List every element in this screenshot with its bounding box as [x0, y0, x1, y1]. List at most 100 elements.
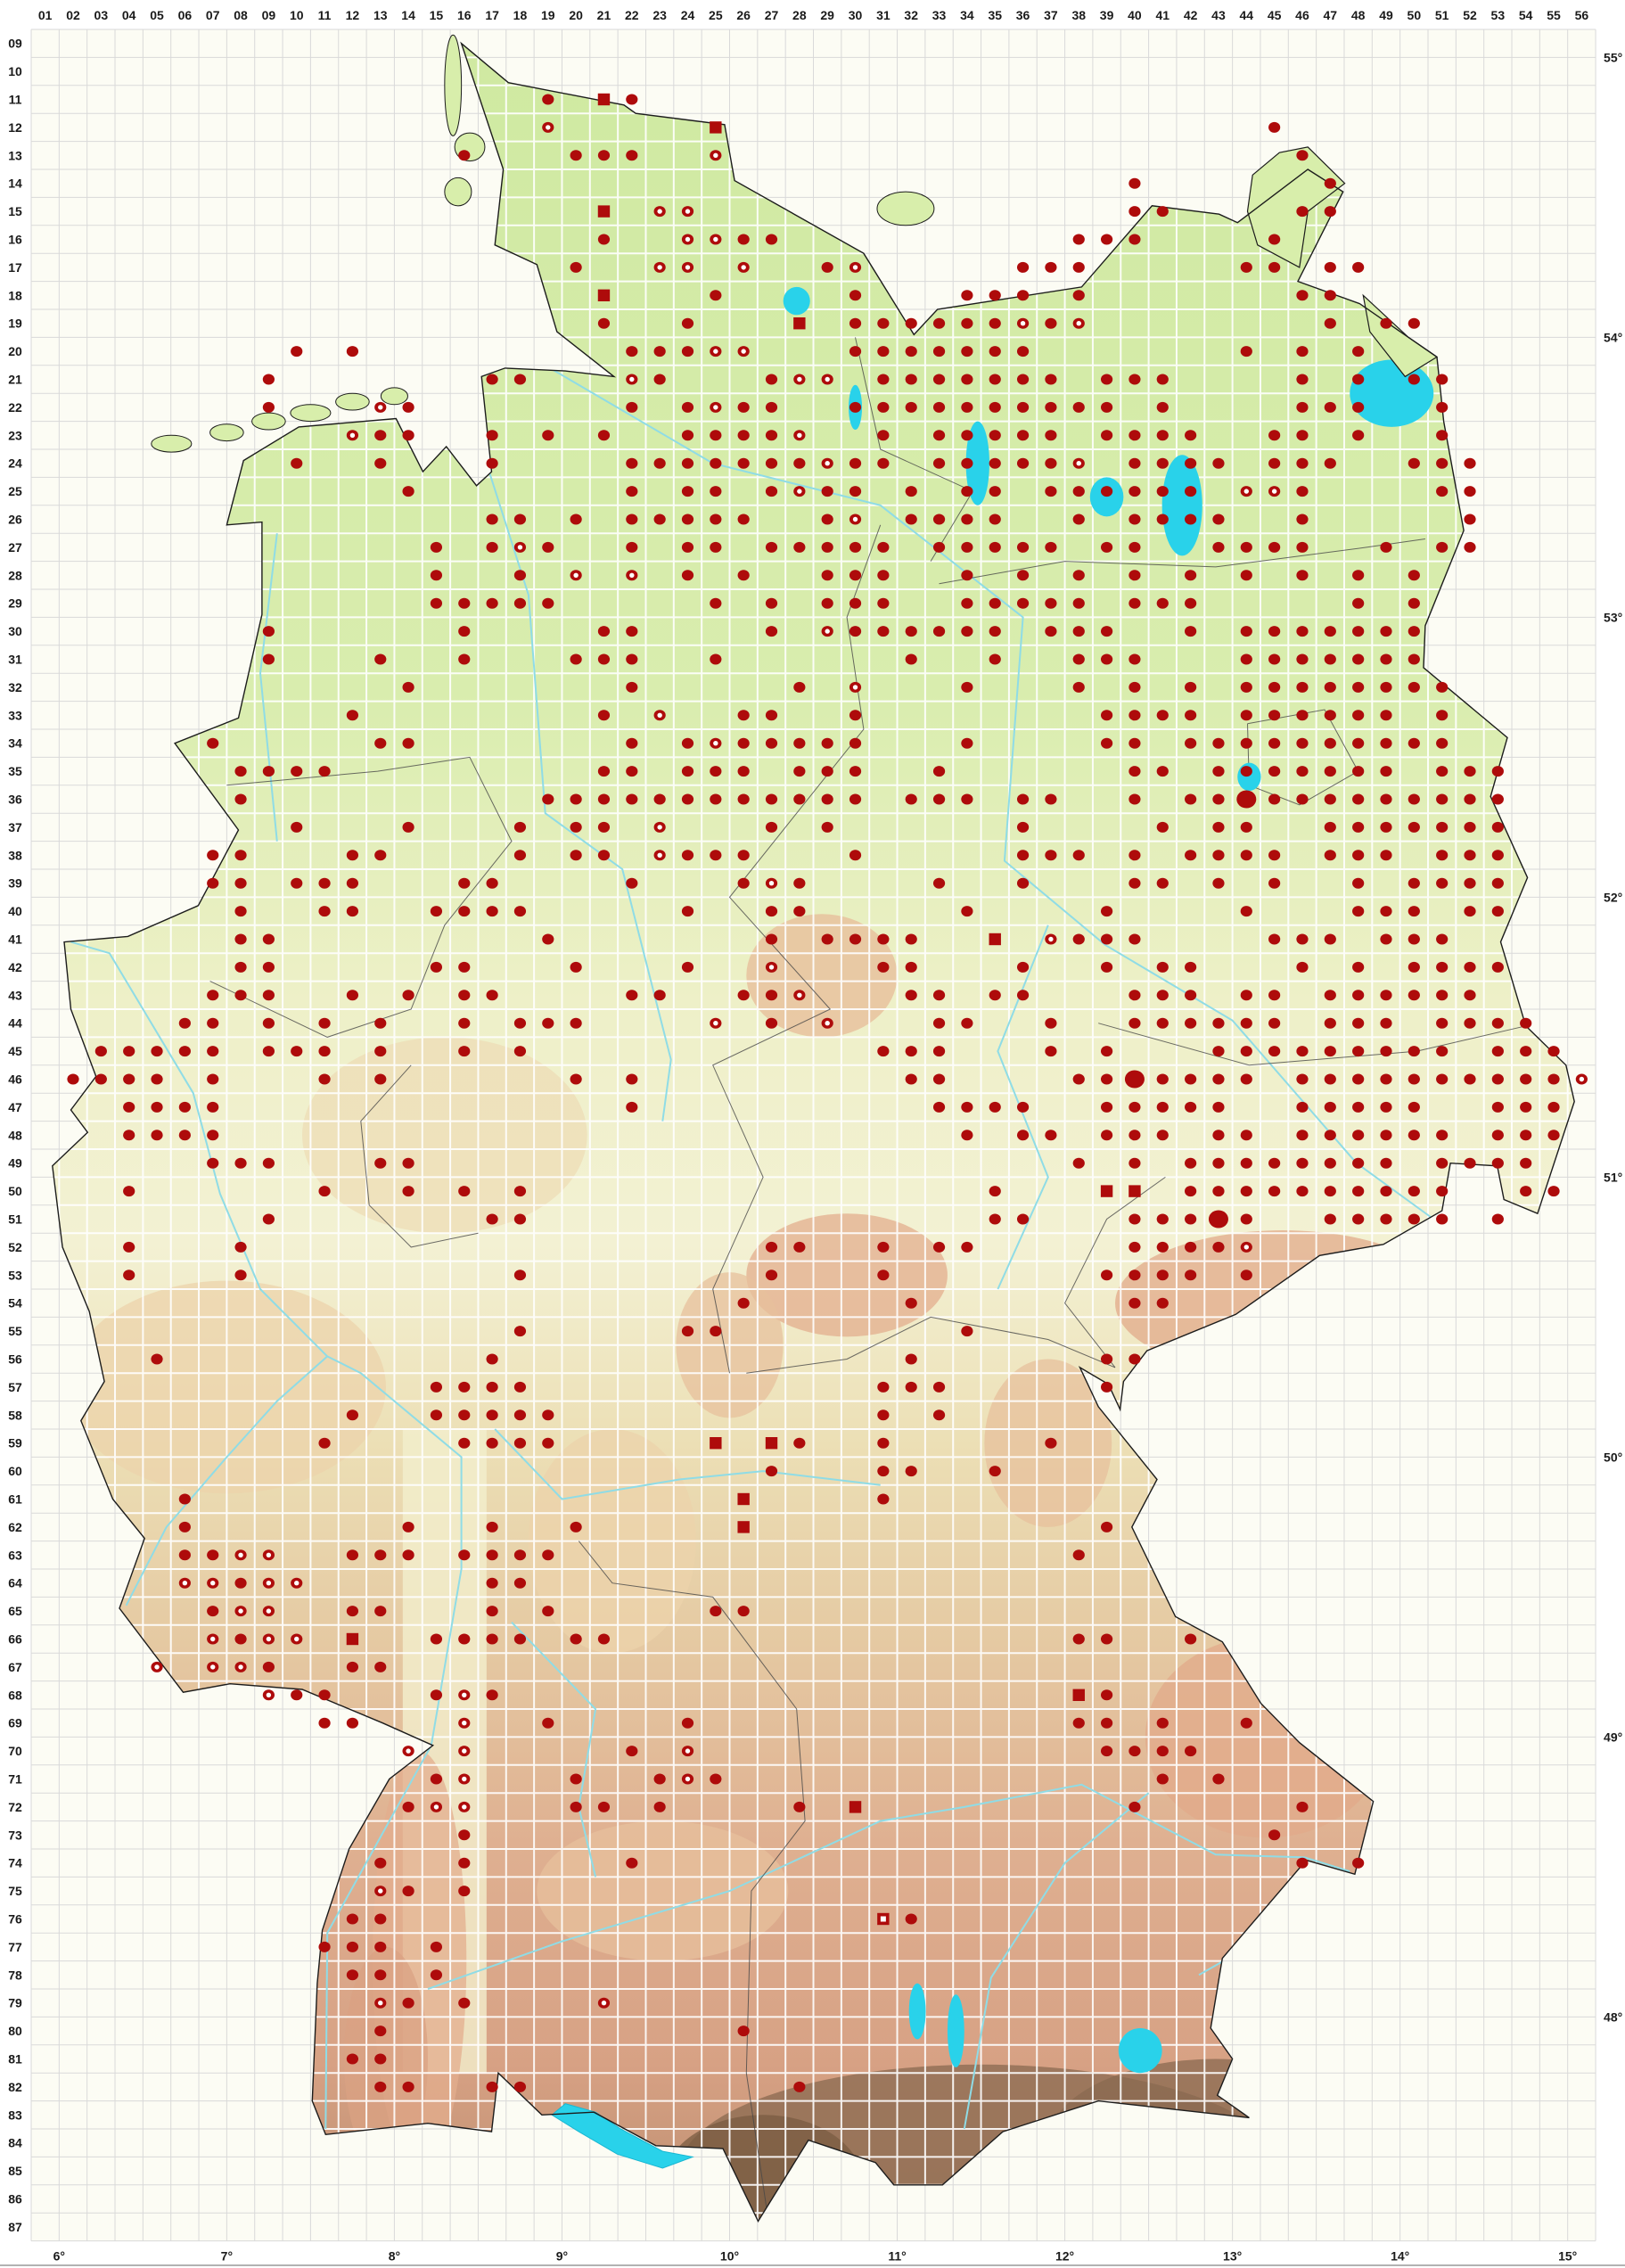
filled-circle-occurrence — [318, 1186, 331, 1197]
filled-circle-occurrence — [1016, 1101, 1030, 1113]
filled-circle-occurrence — [178, 1521, 191, 1533]
filled-circle-occurrence — [513, 850, 527, 861]
filled-circle-occurrence — [989, 990, 1001, 1001]
filled-circle-occurrence — [1128, 1213, 1141, 1225]
filled-square-occurrence — [710, 121, 722, 134]
filled-circle-occurrence — [1156, 766, 1169, 777]
col-label: 36 — [1016, 8, 1030, 22]
filled-circle-occurrence — [1128, 1130, 1141, 1141]
open-circle-hole — [657, 209, 662, 214]
filled-circle-occurrence — [1100, 1046, 1113, 1057]
filled-circle-occurrence — [1324, 261, 1336, 273]
filled-circle-occurrence — [1324, 626, 1336, 637]
filled-circle-occurrence — [1156, 1073, 1169, 1085]
filled-circle-occurrence — [877, 541, 890, 553]
filled-circle-occurrence — [597, 626, 611, 637]
col-label: 22 — [625, 8, 639, 22]
open-circle-hole — [1020, 321, 1026, 326]
filled-circle-occurrence — [1156, 206, 1169, 218]
filled-circle-occurrence — [765, 234, 778, 245]
filled-circle-occurrence — [234, 1157, 247, 1169]
filled-circle-occurrence — [1352, 1101, 1365, 1113]
row-label: 27 — [8, 540, 22, 555]
filled-circle-occurrence — [318, 766, 331, 777]
row-label: 24 — [8, 456, 22, 471]
filled-circle-occurrence — [1156, 514, 1169, 525]
filled-circle-occurrence — [1352, 990, 1365, 1001]
filled-circle-occurrence — [1016, 346, 1030, 357]
filled-circle-occurrence — [1352, 346, 1365, 357]
filled-circle-occurrence — [877, 597, 890, 609]
filled-circle-occurrence — [765, 541, 778, 553]
open-circle-hole — [378, 1888, 383, 1894]
filled-circle-occurrence — [318, 1046, 331, 1057]
col-label: 06 — [178, 8, 193, 22]
filled-circle-occurrence — [932, 766, 946, 777]
filled-circle-occurrence — [1352, 1213, 1365, 1225]
filled-circle-occurrence — [1185, 1157, 1197, 1169]
filled-circle-occurrence — [1045, 374, 1057, 385]
lake — [908, 1983, 926, 2040]
filled-circle-occurrence — [877, 1409, 890, 1421]
filled-circle-occurrence — [626, 1073, 638, 1085]
filled-circle-occurrence — [1016, 793, 1030, 805]
filled-circle-occurrence — [1045, 430, 1057, 441]
filled-circle-occurrence — [653, 1773, 666, 1785]
filled-circle-occurrence — [961, 317, 973, 329]
filled-circle-occurrence — [989, 626, 1001, 637]
filled-circle-occurrence — [207, 877, 219, 889]
filled-circle-occurrence — [932, 541, 946, 553]
filled-circle-occurrence — [597, 653, 611, 665]
filled-circle-occurrence — [1128, 430, 1141, 441]
filled-circle-occurrence — [374, 737, 387, 749]
filled-circle-occurrence — [1016, 457, 1030, 469]
filled-circle-occurrence — [1436, 710, 1449, 721]
filled-circle-occurrence — [346, 1913, 359, 1925]
filled-circle-occurrence — [374, 653, 387, 665]
river — [963, 1792, 1150, 2130]
filled-circle-occurrence — [262, 653, 275, 665]
open-circle-hole — [741, 265, 746, 270]
filled-circle-occurrence — [765, 1017, 778, 1029]
row-label: 86 — [8, 2192, 22, 2206]
filled-circle-occurrence — [486, 1606, 498, 1617]
filled-circle-occurrence — [905, 401, 917, 413]
filled-circle-occurrence — [1045, 261, 1057, 273]
filled-circle-occurrence — [1520, 1186, 1532, 1197]
row-label: 18 — [8, 288, 22, 302]
filled-circle-occurrence — [1212, 821, 1225, 833]
open-circle-hole — [713, 152, 718, 158]
river — [125, 1355, 328, 1606]
filled-circle-occurrence — [1380, 933, 1392, 945]
filled-circle-occurrence — [1212, 1101, 1225, 1113]
filled-circle-occurrence — [1128, 1017, 1141, 1029]
col-label: 04 — [122, 8, 136, 22]
filled-circle-occurrence — [1268, 990, 1281, 1001]
filled-circle-occurrence — [486, 541, 498, 553]
row-label: 60 — [8, 1464, 22, 1478]
filled-circle-occurrence — [877, 570, 890, 581]
open-circle-hole — [238, 1552, 243, 1558]
filled-circle-occurrence — [1185, 850, 1197, 861]
filled-circle-occurrence — [1436, 541, 1449, 553]
filled-circle-occurrence — [877, 961, 890, 973]
filled-circle-occurrence — [1072, 1633, 1085, 1645]
row-label: 21 — [8, 373, 22, 387]
filled-circle-occurrence — [849, 933, 862, 945]
filled-circle-occurrence — [542, 1409, 554, 1421]
filled-circle-occurrence — [1324, 457, 1336, 469]
filled-circle-occurrence — [402, 821, 414, 833]
open-circle-hole — [797, 432, 802, 438]
open-circle-hole — [266, 1608, 272, 1614]
filled-circle-occurrence — [430, 961, 443, 973]
filled-circle-occurrence — [1352, 401, 1365, 413]
filled-circle-occurrence — [1185, 961, 1197, 973]
filled-circle-occurrence — [737, 514, 750, 525]
filled-circle-occurrence — [1296, 206, 1309, 218]
filled-circle-occurrence — [1324, 1101, 1336, 1113]
filled-circle-occurrence — [513, 1577, 527, 1589]
filled-circle-occurrence — [1185, 486, 1197, 497]
col-label: 50 — [1408, 8, 1422, 22]
open-square-hole — [880, 1916, 886, 1922]
filled-circle-occurrence — [486, 877, 498, 889]
